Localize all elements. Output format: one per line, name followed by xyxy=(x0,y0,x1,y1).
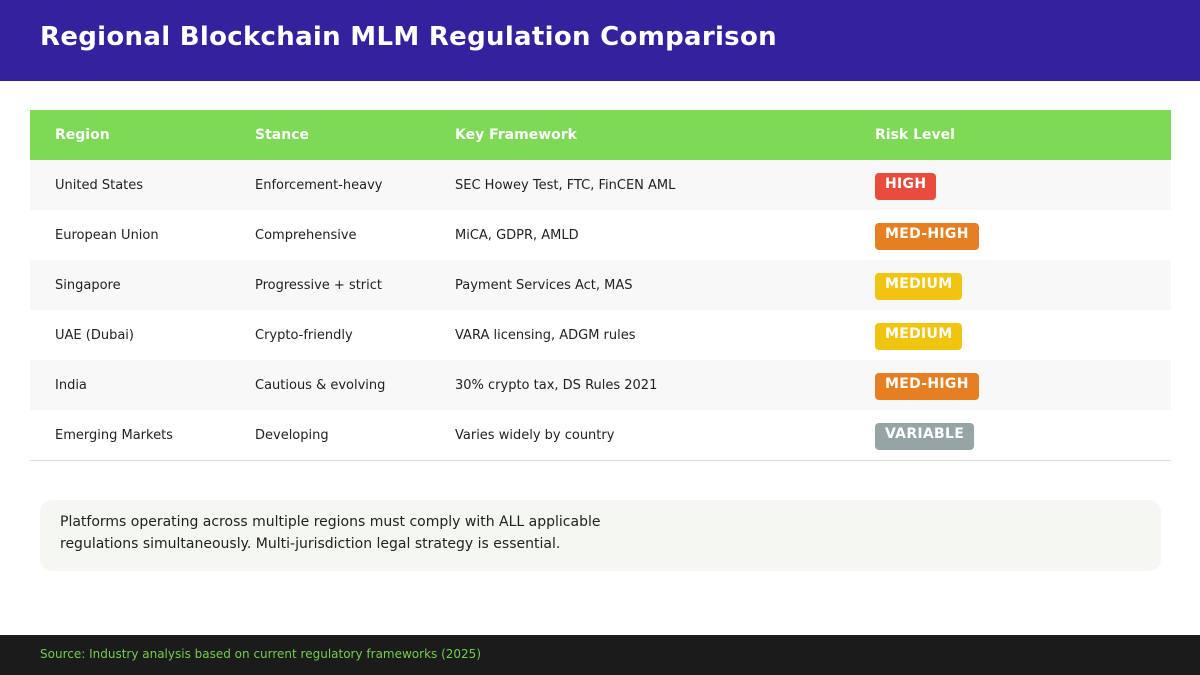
table-row: Singapore Progressive + strict Payment S… xyxy=(30,260,1171,310)
table-row: Emerging Markets Developing Varies widel… xyxy=(30,410,1171,461)
framework-cell: 30% crypto tax, DS Rules 2021 xyxy=(455,377,658,393)
table-body: United States Enforcement-heavy SEC Howe… xyxy=(30,160,1171,461)
risk-badge: MED-HIGH xyxy=(875,222,979,250)
compliance-note: Platforms operating across multiple regi… xyxy=(40,500,1161,571)
region-cell: Emerging Markets xyxy=(55,427,173,443)
table-row: UAE (Dubai) Crypto-friendly VARA licensi… xyxy=(30,310,1171,360)
risk-cell: MEDIUM xyxy=(850,271,1171,300)
table-header: Region Stance Key Framework Risk Level xyxy=(30,110,1171,160)
source-citation: Source: Industry analysis based on curre… xyxy=(40,647,481,661)
framework-cell: SEC Howey Test, FTC, FinCEN AML xyxy=(455,177,676,193)
table-row: India Cautious & evolving 30% crypto tax… xyxy=(30,360,1171,410)
title-bar: Regional Blockchain MLM Regulation Compa… xyxy=(0,0,1200,81)
risk-badge: VARIABLE xyxy=(875,422,975,450)
risk-cell: MED-HIGH xyxy=(850,371,1171,400)
table-row: United States Enforcement-heavy SEC Howe… xyxy=(30,160,1171,210)
stance-cell: Crypto-friendly xyxy=(255,327,353,343)
stance-cell: Cautious & evolving xyxy=(255,377,386,393)
framework-cell: MiCA, GDPR, AMLD xyxy=(455,227,579,243)
column-header-stance: Stance xyxy=(255,127,309,143)
stance-cell: Enforcement-heavy xyxy=(255,177,383,193)
stance-cell: Progressive + strict xyxy=(255,277,383,293)
risk-badge: MED-HIGH xyxy=(875,372,979,400)
framework-cell: Payment Services Act, MAS xyxy=(455,277,633,293)
risk-cell: HIGH xyxy=(850,171,1171,200)
table-row: European Union Comprehensive MiCA, GDPR,… xyxy=(30,210,1171,260)
compliance-note-text: Platforms operating across multiple regi… xyxy=(60,514,601,552)
framework-cell: Varies widely by country xyxy=(455,427,615,443)
column-header-risk: Risk Level xyxy=(875,127,955,143)
risk-cell: MEDIUM xyxy=(850,321,1171,350)
region-cell: Singapore xyxy=(55,277,121,293)
risk-cell: VARIABLE xyxy=(850,421,1171,450)
risk-cell: MED-HIGH xyxy=(850,221,1171,250)
risk-badge: MEDIUM xyxy=(875,322,963,350)
column-header-region: Region xyxy=(55,127,110,143)
stance-cell: Developing xyxy=(255,427,329,443)
risk-badge: MEDIUM xyxy=(875,272,963,300)
page-title: Regional Blockchain MLM Regulation Compa… xyxy=(40,22,777,52)
framework-cell: VARA licensing, ADGM rules xyxy=(455,327,636,343)
region-cell: UAE (Dubai) xyxy=(55,327,134,343)
column-header-framework: Key Framework xyxy=(455,127,577,143)
region-cell: European Union xyxy=(55,227,159,243)
region-cell: United States xyxy=(55,177,144,193)
stance-cell: Comprehensive xyxy=(255,227,357,243)
region-cell: India xyxy=(55,377,87,393)
regulation-table: Region Stance Key Framework Risk Level U… xyxy=(30,110,1171,461)
risk-badge: HIGH xyxy=(875,172,937,200)
footer: Source: Industry analysis based on curre… xyxy=(0,635,1200,675)
